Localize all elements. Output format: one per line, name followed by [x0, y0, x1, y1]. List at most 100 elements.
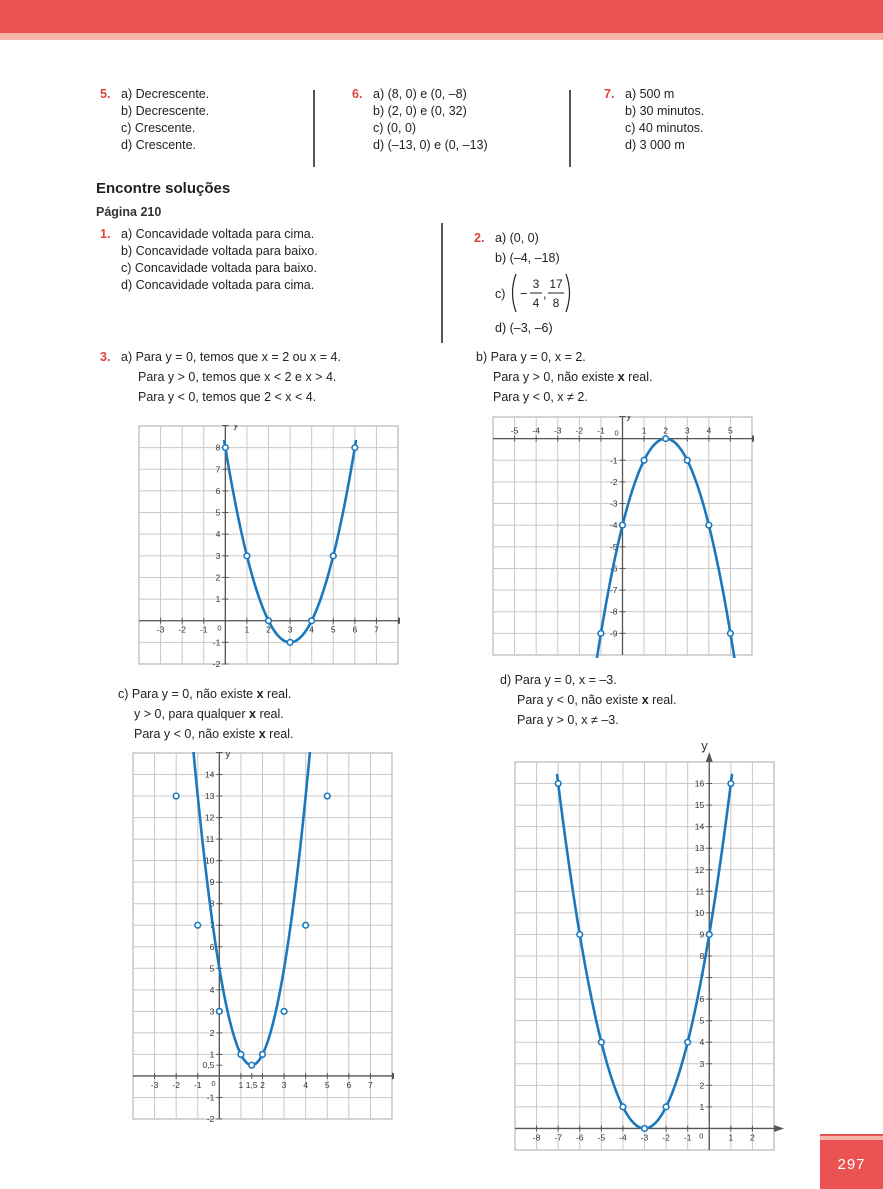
- answer-6: 6.: [352, 86, 362, 103]
- answer-line: b) Para y = 0, x = 2.: [476, 350, 586, 364]
- x-tick-label: 5: [331, 625, 336, 635]
- answer-line: Para y < 0, x ≠ 2.: [493, 390, 588, 404]
- y-tick-label: 4: [210, 985, 215, 995]
- y-axis-arrow: [215, 752, 223, 753]
- graph-c: xy0-3-2-111,5234567-2-10,512345678910111…: [132, 752, 394, 1122]
- x-tick-label: -2: [178, 625, 186, 635]
- y-axis-arrow: [705, 752, 713, 762]
- data-point: [726, 629, 735, 637]
- x-tick-label: 4: [303, 1080, 308, 1090]
- data-point: [727, 779, 735, 788]
- x-tick-label: 7: [374, 625, 379, 635]
- x-tick-label: 1: [728, 1132, 733, 1142]
- question-number: 2.: [474, 231, 485, 245]
- answer-line: d) Crescente.: [121, 138, 197, 152]
- y-tick-label: 3: [210, 1006, 215, 1016]
- y-tick-label: -2: [610, 477, 618, 487]
- top-banner-stripe: [0, 33, 883, 40]
- x-axis-arrow: [752, 435, 754, 443]
- answer-7: 7.: [604, 86, 614, 103]
- answer-line: c) (0, 0): [373, 121, 417, 135]
- answer-line: a) Concavidade voltada para cima.: [121, 227, 315, 241]
- data-point: [597, 629, 605, 637]
- x-tick-label: -2: [172, 1080, 180, 1090]
- x-tick-label: 5: [325, 1080, 330, 1090]
- question-number: 3.: [100, 350, 111, 364]
- column-divider: [313, 90, 315, 167]
- answer-line: b) (2, 0) e (0, 32): [373, 104, 467, 118]
- y-tick-label: 0,5: [203, 1060, 215, 1070]
- data-point: [308, 617, 316, 625]
- y-tick-label: 3: [216, 551, 221, 561]
- answer-line: d) 3 000 m: [625, 138, 685, 152]
- x-tick-label: 2: [260, 1080, 265, 1090]
- data-point: [248, 1061, 256, 1069]
- answer-7-items: a) 500 m b) 30 minutos. c) 40 minutos. d…: [625, 86, 704, 154]
- answer-line: b) 30 minutos.: [625, 104, 705, 118]
- y-tick-label: 13: [205, 791, 215, 801]
- x-tick-label: 4: [706, 426, 711, 436]
- question-number: 5.: [100, 87, 111, 101]
- x-tick-label: -1: [200, 625, 208, 635]
- data-point: [329, 552, 337, 560]
- x-tick-label: 6: [352, 625, 357, 635]
- answer-line: a) (8, 0) e (0, –8): [373, 87, 467, 101]
- answer-line: Para y < 0, não existe x real.: [517, 693, 677, 707]
- y-tick-label: 6: [700, 994, 705, 1004]
- data-point: [705, 930, 713, 939]
- data-point: [258, 1050, 267, 1059]
- y-tick-label: 14: [695, 822, 705, 832]
- answer-line: Para y > 0, temos que x < 2 e x > 4.: [138, 370, 337, 384]
- y-tick-label: 2: [700, 1080, 705, 1090]
- data-point: [640, 1124, 649, 1133]
- y-tick-label: 10: [205, 856, 215, 866]
- y-tick-label: 5: [700, 1016, 705, 1026]
- page-number: 297: [837, 1156, 866, 1173]
- x-tick-label: -7: [554, 1132, 562, 1142]
- answer-line: c): [495, 287, 506, 301]
- y-tick-label: -7: [610, 585, 618, 595]
- data-point: [597, 1038, 605, 1046]
- origin-label: 0: [699, 1131, 703, 1140]
- y-tick-label: 1: [216, 594, 221, 604]
- x-tick-label: 2: [663, 426, 668, 436]
- x-tick-label: -5: [598, 1132, 606, 1142]
- y-tick-label: 8: [210, 899, 215, 909]
- origin-label: 0: [211, 1079, 215, 1088]
- y-tick-label: -1: [207, 1092, 215, 1102]
- data-point: [194, 921, 202, 929]
- x-tick-label: 4: [309, 625, 314, 635]
- y-tick-label: 15: [695, 800, 705, 810]
- x-tick-label: 6: [346, 1080, 351, 1090]
- x-tick-label: -2: [662, 1132, 670, 1142]
- data-point: [286, 638, 294, 646]
- y-tick-label: 3: [700, 1059, 705, 1069]
- data-point: [264, 617, 273, 625]
- answer-line: y > 0, para qualquer x real.: [134, 707, 284, 721]
- answer-1-items: a) Concavidade voltada para cima. b) Con…: [121, 226, 318, 294]
- page-reference: Página 210: [96, 205, 162, 219]
- answer-line: a) (0, 0): [495, 231, 539, 245]
- y-tick-label: 6: [216, 486, 221, 496]
- answer-line: c) Crescente.: [121, 121, 196, 135]
- origin-label: 0: [615, 429, 619, 438]
- y-tick-label: -2: [207, 1114, 215, 1122]
- x-tick-label: -2: [576, 426, 584, 436]
- data-point: [237, 1050, 245, 1059]
- x-tick-label: -4: [619, 1132, 627, 1142]
- answer-line: a) Para y = 0, temos que x = 2 ou x = 4.: [121, 350, 341, 364]
- x-tick-label: -1: [684, 1132, 692, 1142]
- y-axis-label: y: [627, 416, 632, 422]
- data-point: [662, 1103, 670, 1111]
- y-axis-label: y: [225, 752, 230, 760]
- x-tick-label: 2: [266, 625, 271, 635]
- answer-3: 3.: [100, 349, 110, 366]
- x-tick-label: 1: [642, 426, 647, 436]
- answer-line: b) Decrescente.: [121, 104, 210, 118]
- y-tick-label: -9: [610, 628, 618, 638]
- x-tick-label: 1,5: [246, 1080, 258, 1090]
- y-tick-label: 9: [700, 929, 705, 939]
- y-tick-label: 2: [210, 1028, 215, 1038]
- frac-den: 8: [553, 296, 560, 310]
- y-tick-label: -1: [213, 637, 221, 647]
